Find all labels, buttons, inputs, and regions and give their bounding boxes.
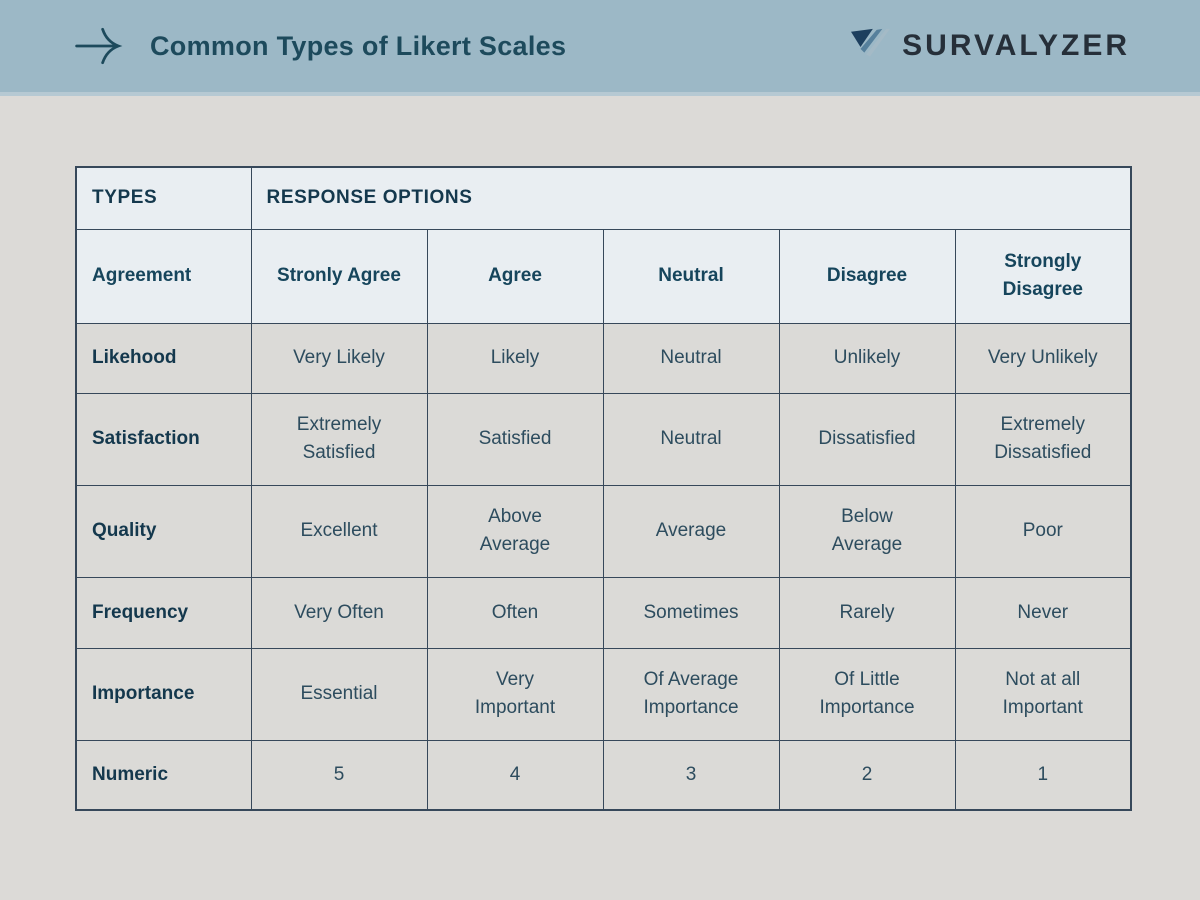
option-cell: Extremely Satisfied	[250, 392, 428, 486]
survalyzer-logo-text: SURVALYZER	[902, 29, 1130, 62]
option-cell: Of Average Importance	[602, 647, 780, 741]
table-row: Quality Excellent Above Average Average Belo…	[75, 484, 1132, 578]
option-cell: Of Little Importance	[778, 647, 956, 741]
option-cell: Neutral	[602, 228, 780, 324]
option-cell: Stronly Agree	[250, 228, 428, 324]
table-row: Frequency Very Often Often Sometimes Rarely N…	[75, 576, 1132, 649]
row-type-label: Numeric	[75, 739, 252, 811]
option-cell: Likely	[426, 322, 604, 394]
option-cell: 5	[250, 739, 428, 811]
option-cell: Neutral	[602, 322, 780, 394]
option-cell: Unlikely	[778, 322, 956, 394]
option-cell: Very Unlikely	[954, 322, 1132, 394]
option-cell: Very Likely	[250, 322, 428, 394]
survalyzer-logo: SURVALYZER	[849, 27, 1130, 65]
page-title: Common Types of Likert Scales	[150, 30, 567, 61]
table-row: Satisfaction Extremely Satisfied Satisfied…	[75, 392, 1132, 486]
option-cell: Below Average	[778, 484, 956, 578]
row-type-label: Likehood	[75, 322, 252, 394]
option-cell: Very Important	[426, 647, 604, 741]
table-row: Agreement Stronly Agree Agree Neutral Disagr…	[75, 228, 1132, 324]
option-cell: Often	[426, 576, 604, 649]
option-cell: Satisfied	[426, 392, 604, 486]
option-cell: Neutral	[602, 392, 780, 486]
option-cell: 2	[778, 739, 956, 811]
option-cell: Never	[954, 576, 1132, 649]
option-cell: Very Often	[250, 576, 428, 649]
option-cell: Dissatisfied	[778, 392, 956, 486]
response-options-column-header: RESPONSE OPTIONS	[250, 166, 1132, 230]
survalyzer-logo-icon	[849, 27, 891, 65]
option-cell: Sometimes	[602, 576, 780, 649]
table-header-row: TYPES RESPONSE OPTIONS	[75, 166, 1132, 230]
table-row: Importance Essential Very Important Of Aver…	[75, 647, 1132, 741]
option-cell: Strongly Disagree	[954, 228, 1132, 324]
option-cell: Extremely Dissatisfied	[954, 392, 1132, 486]
option-cell: Disagree	[778, 228, 956, 324]
option-cell: Poor	[954, 484, 1132, 578]
option-cell: Not at all Important	[954, 647, 1132, 741]
table-row: Numeric 5 4 3 2 1	[75, 739, 1132, 811]
likert-scales-table: TYPES RESPONSE OPTIONS Agreement Stronly …	[75, 166, 1133, 811]
row-type-label: Frequency	[75, 576, 252, 649]
row-type-label: Agreement	[75, 228, 252, 324]
row-type-label: Importance	[75, 647, 252, 741]
likert-table-body: Agreement Stronly Agree Agree Neutral Disagr…	[75, 228, 1132, 811]
option-cell: Excellent	[250, 484, 428, 578]
top-banner: Common Types of Likert Scales SURVALYZER	[0, 0, 1200, 96]
option-cell: Above Average	[426, 484, 604, 578]
row-type-label: Quality	[75, 484, 252, 578]
table-row: Likehood Very Likely Likely Neutral Unlikely…	[75, 322, 1132, 394]
likert-table-container: TYPES RESPONSE OPTIONS Agreement Stronly …	[75, 166, 1200, 811]
row-type-label: Satisfaction	[75, 392, 252, 486]
option-cell: Essential	[250, 647, 428, 741]
option-cell: Agree	[426, 228, 604, 324]
types-column-header: TYPES	[75, 166, 252, 230]
option-cell: 3	[602, 739, 780, 811]
arrow-right-icon	[72, 24, 124, 68]
option-cell: 1	[954, 739, 1132, 811]
option-cell: Rarely	[778, 576, 956, 649]
option-cell: 4	[426, 739, 604, 811]
option-cell: Average	[602, 484, 780, 578]
